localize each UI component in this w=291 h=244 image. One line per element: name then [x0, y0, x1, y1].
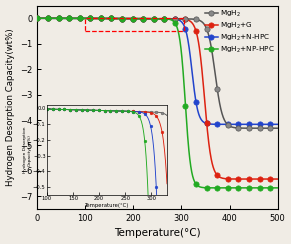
Line: MgH$_2$+NP-HPC: MgH$_2$+NP-HPC: [35, 16, 280, 191]
Line: MgH$_2$+N-HPC: MgH$_2$+N-HPC: [35, 16, 280, 127]
X-axis label: Temperature(°C): Temperature(°C): [114, 228, 201, 238]
MgH$_2$+N-HPC: [276, 123, 279, 126]
MgH$_2$+G: [133, 17, 136, 20]
MgH$_2$: [36, 17, 39, 20]
MgH$_2$: [227, 124, 231, 127]
MgH$_2$+G: [227, 177, 231, 180]
Line: MgH$_2$: MgH$_2$: [35, 16, 280, 131]
MgH$_2$: [276, 127, 279, 130]
Y-axis label: Hydrogen Desorption Capacity(wt%): Hydrogen Desorption Capacity(wt%): [6, 29, 15, 186]
MgH$_2$: [223, 119, 226, 122]
MgH$_2$+NP-HPC: [227, 186, 231, 189]
MgH$_2$: [141, 17, 145, 20]
MgH$_2$+G: [141, 17, 145, 20]
MgH$_2$+N-HPC: [223, 123, 226, 126]
MgH$_2$+G: [200, 72, 204, 75]
MgH$_2$+NP-HPC: [36, 17, 39, 20]
Bar: [85, 18, 184, 31]
MgH$_2$+N-HPC: [36, 17, 39, 20]
MgH$_2$+N-HPC: [141, 17, 145, 20]
MgH$_2$+NP-HPC: [141, 17, 145, 20]
MgH$_2$+N-HPC: [200, 120, 204, 122]
MgH$_2$+G: [60, 17, 64, 20]
MgH$_2$+NP-HPC: [60, 17, 64, 20]
MgH$_2$+G: [36, 17, 39, 20]
MgH$_2$+N-HPC: [60, 17, 64, 20]
MgH$_2$: [200, 21, 204, 24]
MgH$_2$+N-HPC: [133, 17, 136, 20]
Line: MgH$_2$+G: MgH$_2$+G: [35, 16, 280, 182]
MgH$_2$+NP-HPC: [200, 186, 204, 189]
MgH$_2$+N-HPC: [227, 123, 231, 126]
MgH$_2$+NP-HPC: [133, 17, 136, 20]
MgH$_2$+NP-HPC: [276, 186, 279, 189]
MgH$_2$+NP-HPC: [223, 186, 226, 189]
MgH$_2$: [60, 17, 64, 20]
MgH$_2$+G: [276, 178, 279, 181]
MgH$_2$: [133, 17, 136, 20]
Legend: MgH$_2$, MgH$_2$+G, MgH$_2$+N-HPC, MgH$_2$+NP-HPC: MgH$_2$, MgH$_2$+G, MgH$_2$+N-HPC, MgH$_…: [204, 8, 275, 55]
MgH$_2$+G: [223, 177, 226, 180]
